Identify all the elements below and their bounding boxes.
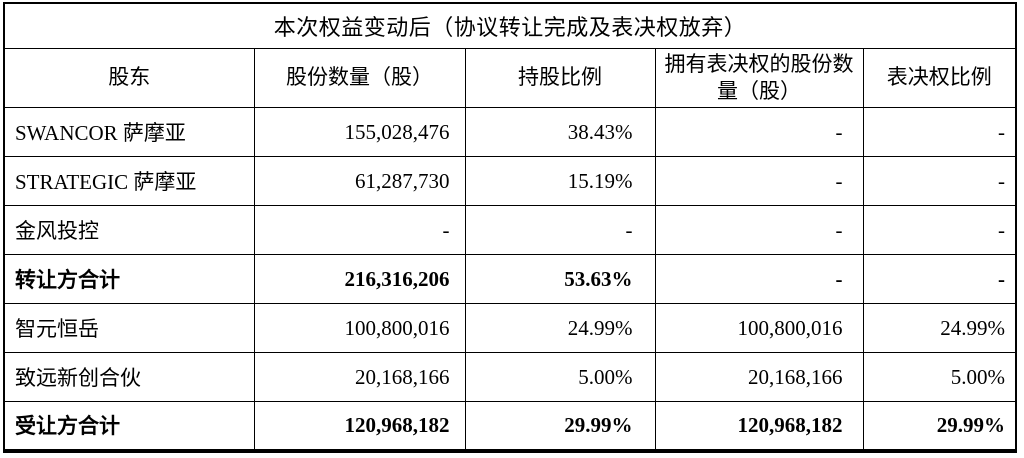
table-title: 本次权益变动后（协议转让完成及表决权放弃） [3,2,1017,49]
table-row-strategic: STRATEGIC 萨摩亚 61,287,730 15.19% - - [3,156,1017,207]
cell-voting-ratio: - [862,156,1017,207]
cell-voting-share-count: 120,968,182 [654,401,864,452]
cell-voting-share-count: - [654,156,864,207]
cell-shareholding-ratio: 38.43% [464,107,656,158]
col-header-shareholding-ratio: 持股比例 [464,47,656,109]
cell-shareholder: 智元恒岳 [3,303,255,354]
cell-share-count: 20,168,166 [253,352,466,403]
cell-shareholder: 致远新创合伙 [3,352,255,403]
cell-shareholding-ratio: 24.99% [464,303,656,354]
cell-share-count: 100,800,016 [253,303,466,354]
table-row-zhiyuan-xinchuang: 致远新创合伙 20,168,166 5.00% 20,168,166 5.00% [3,352,1017,403]
cell-shareholder: SWANCOR 萨摩亚 [3,107,255,158]
cell-voting-share-count: - [654,254,864,305]
cell-share-count: 216,316,206 [253,254,466,305]
col-header-voting-share-count: 拥有表决权的股份数量（股） [654,47,864,109]
equity-change-table: 本次权益变动后（协议转让完成及表决权放弃） 股东 股份数量（股） 持股比例 拥有… [3,2,1018,453]
table-row-transferor-total: 转让方合计 216,316,206 53.63% - - [3,254,1017,305]
cell-shareholder: 金风投控 [3,205,255,256]
cell-voting-share-count: 100,800,016 [654,303,864,354]
cell-shareholding-ratio: 29.99% [464,401,656,452]
cell-shareholder: STRATEGIC 萨摩亚 [3,156,255,207]
cell-shareholding-ratio: 5.00% [464,352,656,403]
cell-share-count: 120,968,182 [253,401,466,452]
cell-share-count: 155,028,476 [253,107,466,158]
cell-voting-ratio: 24.99% [862,303,1017,354]
table-row-zhiyuan-hengyue: 智元恒岳 100,800,016 24.99% 100,800,016 24.9… [3,303,1017,354]
cell-voting-share-count: - [654,107,864,158]
table-header-row: 股东 股份数量（股） 持股比例 拥有表决权的股份数量（股） 表决权比例 [3,47,1017,109]
cell-shareholder: 转让方合计 [3,254,255,305]
cell-voting-ratio: - [862,254,1017,305]
cell-voting-share-count: - [654,205,864,256]
table-row-jinfeng: 金风投控 - - - - [3,205,1017,256]
cell-voting-ratio: 29.99% [862,401,1017,452]
col-header-share-count: 股份数量（股） [253,47,466,109]
cell-shareholding-ratio: - [464,205,656,256]
col-header-voting-ratio: 表决权比例 [862,47,1017,109]
table-row-transferee-total: 受让方合计 120,968,182 29.99% 120,968,182 29.… [3,401,1017,452]
cell-shareholding-ratio: 53.63% [464,254,656,305]
cell-share-count: 61,287,730 [253,156,466,207]
cell-voting-ratio: - [862,107,1017,158]
col-header-shareholder: 股东 [3,47,255,109]
cell-voting-ratio: - [862,205,1017,256]
table-row-swancor: SWANCOR 萨摩亚 155,028,476 38.43% - - [3,107,1017,158]
cell-shareholding-ratio: 15.19% [464,156,656,207]
cell-voting-share-count: 20,168,166 [654,352,864,403]
cell-shareholder: 受让方合计 [3,401,255,452]
cell-share-count: - [253,205,466,256]
table-title-row: 本次权益变动后（协议转让完成及表决权放弃） [3,2,1017,49]
cell-voting-ratio: 5.00% [862,352,1017,403]
